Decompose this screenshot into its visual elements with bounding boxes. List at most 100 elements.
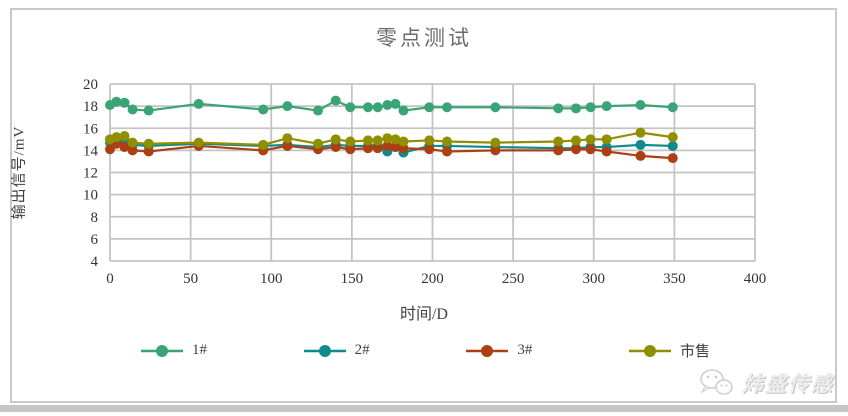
series-marker-3# xyxy=(345,144,356,155)
y-tick-label: 20 xyxy=(83,77,98,93)
legend-item-3#[interactable]: 3# xyxy=(465,342,532,359)
series-marker-3# xyxy=(363,143,373,154)
series-marker-市售 xyxy=(490,137,501,148)
series-marker-1# xyxy=(193,98,204,109)
series-marker-3# xyxy=(372,143,383,154)
series-marker-1# xyxy=(111,96,122,107)
series-marker-市售 xyxy=(601,134,612,145)
legend-marker-icon xyxy=(303,344,346,357)
series-marker-市售 xyxy=(282,133,293,144)
series-marker-市售 xyxy=(313,138,324,149)
series-marker-1# xyxy=(282,101,293,112)
series-marker-市售 xyxy=(390,134,401,145)
series-marker-1# xyxy=(345,102,356,113)
series-marker-市售 xyxy=(330,134,341,145)
y-tick-label: 10 xyxy=(83,188,98,204)
y-tick-label: 14 xyxy=(83,143,99,159)
series-marker-3# xyxy=(490,145,501,156)
series-marker-1# xyxy=(442,102,453,113)
series-marker-2# xyxy=(667,140,678,151)
series-marker-1# xyxy=(382,100,393,111)
series-marker-1# xyxy=(330,95,341,106)
legend-label: 3# xyxy=(517,342,533,358)
legend-marker-icon xyxy=(466,344,509,357)
series-marker-3# xyxy=(330,142,341,153)
x-tick-label: 200 xyxy=(421,271,444,287)
x-tick-label: 400 xyxy=(744,271,767,287)
series-marker-3# xyxy=(667,153,678,164)
watermark: 炜盛传感 xyxy=(698,368,834,398)
legend-item-1#[interactable]: 1# xyxy=(140,342,207,359)
x-tick-label: 250 xyxy=(502,271,525,287)
series-marker-3# xyxy=(571,144,582,155)
series-marker-市售 xyxy=(635,127,646,138)
series-marker-市售 xyxy=(372,135,383,146)
wechat-icon xyxy=(700,369,733,395)
y-tick-label: 16 xyxy=(83,121,99,137)
series-marker-市售 xyxy=(424,135,435,146)
series-marker-3# xyxy=(119,142,130,153)
series-marker-3# xyxy=(442,146,453,157)
series-marker-1# xyxy=(363,102,373,113)
legend-label: 2# xyxy=(354,342,370,358)
series-marker-1# xyxy=(585,102,596,113)
x-tick-label: 350 xyxy=(663,271,686,287)
series-marker-市售 xyxy=(667,132,678,143)
series-marker-1# xyxy=(635,100,646,111)
series-marker-3# xyxy=(382,140,393,151)
x-tick-label: 150 xyxy=(341,271,364,287)
x-tick-label: 50 xyxy=(183,271,198,287)
legend: 1# 2# 3# 市售 xyxy=(140,340,710,361)
series-marker-1# xyxy=(601,101,612,112)
series-marker-市售 xyxy=(143,138,154,149)
x-axis-title: 时间/D xyxy=(399,306,448,323)
series-marker-1# xyxy=(398,105,409,116)
series-marker-3# xyxy=(635,150,646,161)
x-tick-label: 0 xyxy=(106,271,114,287)
series-marker-3# xyxy=(601,146,612,157)
legend-dot xyxy=(318,344,331,357)
series-marker-1# xyxy=(372,102,383,113)
series-marker-市售 xyxy=(345,136,356,147)
x-tick-label: 100 xyxy=(260,271,283,287)
series-marker-1# xyxy=(313,105,324,116)
series-marker-3# xyxy=(585,144,596,155)
legend-item-市售[interactable]: 市售 xyxy=(628,340,710,361)
legend-item-2#[interactable]: 2# xyxy=(303,342,370,359)
series-marker-市售 xyxy=(571,135,582,146)
series-marker-市售 xyxy=(193,137,204,148)
frame-bottom-shadow xyxy=(0,405,848,412)
chart-frame xyxy=(10,8,837,403)
series-marker-市售 xyxy=(258,139,269,150)
series-marker-1# xyxy=(667,102,678,113)
series-marker-市售 xyxy=(363,135,373,146)
legend-label: 1# xyxy=(192,342,207,358)
series-marker-1# xyxy=(127,104,138,115)
legend-label: 市售 xyxy=(679,344,710,360)
series-marker-市售 xyxy=(585,134,596,145)
series-marker-1# xyxy=(119,97,130,108)
series-marker-3# xyxy=(143,146,154,157)
series-marker-市售 xyxy=(553,136,564,147)
chart-title: 零点测试 xyxy=(376,26,472,50)
legend-dot xyxy=(481,344,494,357)
watermark-text: 炜盛传感 xyxy=(742,372,834,396)
series-marker-3# xyxy=(553,145,564,156)
series-marker-市售 xyxy=(127,137,138,148)
y-tick-label: 18 xyxy=(83,99,98,115)
series-marker-3# xyxy=(390,142,401,153)
x-tick-label: 300 xyxy=(583,271,606,287)
series-marker-市售 xyxy=(382,133,393,144)
series-marker-市售 xyxy=(119,130,130,141)
series-marker-1# xyxy=(424,102,435,113)
series-marker-1# xyxy=(143,105,154,116)
series-marker-市售 xyxy=(111,132,122,143)
legend-marker-icon xyxy=(628,344,671,357)
series-marker-市售 xyxy=(398,136,409,147)
legend-marker-icon xyxy=(141,344,183,357)
series-marker-1# xyxy=(571,103,582,114)
series-marker-3# xyxy=(127,145,138,156)
series-marker-市售 xyxy=(442,136,453,147)
